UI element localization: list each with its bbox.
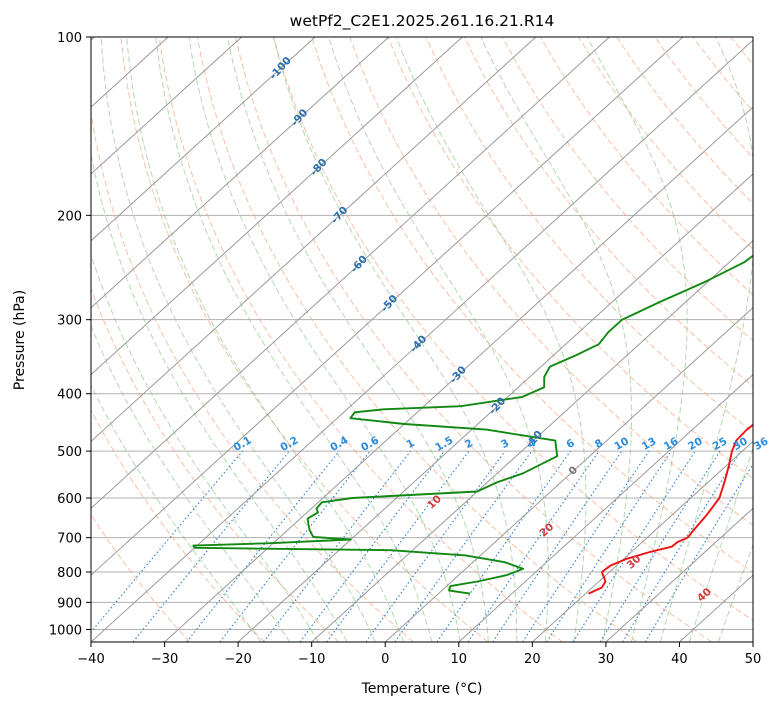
x-tick-label: 0 <box>381 652 389 667</box>
moist-adiabat-line <box>91 152 348 642</box>
x-axis-title: Temperature (°C) <box>361 681 483 697</box>
isotherm-line <box>91 39 753 642</box>
moist-adiabat-line <box>155 37 433 642</box>
isotherm-line <box>311 240 753 642</box>
isotherm-line <box>531 440 753 642</box>
moist-adiabat-line <box>586 37 688 642</box>
chart-title: wetPf2_C2E1.2025.261.16.21.R14 <box>290 12 555 31</box>
y-tick-label: 800 <box>57 566 82 581</box>
x-tick-label: 30 <box>598 652 615 667</box>
moist-adiabat-line <box>91 383 262 642</box>
dry-adiabat-line <box>158 37 563 642</box>
background-lines <box>91 37 753 642</box>
y-tick-label: 1000 <box>49 623 82 638</box>
mixing-ratio-line <box>492 450 623 642</box>
isotherm-line <box>91 37 390 309</box>
moist-adiabat-line <box>480 37 632 642</box>
moist-adiabat-line <box>227 37 489 642</box>
mixing-ratio-line <box>467 450 600 642</box>
moist-adiabat-line <box>659 37 753 642</box>
x-tick-label: 50 <box>745 652 762 667</box>
y-tick-label: 400 <box>57 388 82 403</box>
isotherm-line <box>458 373 753 642</box>
moist-adiabat-line <box>188 37 461 642</box>
mixing-ratio-line <box>132 450 290 642</box>
x-axis: −40 −30 −20 −10 0 10 20 30 40 50 <box>77 642 761 667</box>
y-tick-label: 300 <box>57 314 82 329</box>
moist-adiabat-line <box>328 37 549 642</box>
isotherm-line <box>91 37 463 376</box>
dry-adiabat-line <box>273 37 753 621</box>
dry-adiabat-line <box>387 37 753 480</box>
dry-adiabat-line <box>91 408 265 642</box>
y-tick-label: 500 <box>57 445 82 460</box>
dry-adiabat-line <box>425 37 753 433</box>
mixing-ratio-line <box>91 450 244 633</box>
dry-adiabat-line <box>120 37 489 642</box>
y-tick-label: 600 <box>57 492 82 507</box>
x-tick-label: 40 <box>671 652 688 667</box>
isotherm-line <box>605 507 753 642</box>
temperature-profile-line <box>588 423 753 595</box>
mixing-ratio-line <box>365 450 506 642</box>
mixing-ratio-line <box>644 463 753 642</box>
mixing-ratio-line <box>436 450 572 642</box>
dry-adiabat-line <box>501 37 753 342</box>
mixing-ratio-line <box>546 450 672 642</box>
moist-adiabat-line <box>91 252 319 642</box>
isotherm-line <box>91 37 242 175</box>
mixing-ratio-line <box>326 450 470 642</box>
dry-adiabat-line <box>91 513 190 642</box>
dry-adiabat-line <box>196 37 638 642</box>
isotherm-line <box>384 306 753 642</box>
y-axis: 100 200 300 400 500 600 700 800 900 1000 <box>49 31 91 638</box>
x-tick-label: −40 <box>77 652 104 667</box>
dewpoint-profile-line <box>192 254 753 595</box>
dry-adiabat-line <box>311 37 753 574</box>
isotherm-line <box>237 173 753 642</box>
series-layer <box>192 254 753 595</box>
x-tick-label: 20 <box>524 652 541 667</box>
isotherm-line <box>91 37 537 443</box>
moist-adiabat-line <box>126 37 405 642</box>
isotherm-line <box>164 106 753 642</box>
mixing-ratio-line <box>622 450 741 642</box>
plot-frame <box>90 36 754 643</box>
x-tick-label: −10 <box>298 652 325 667</box>
y-tick-label: 200 <box>57 209 82 224</box>
mixing-ratio-line <box>522 450 650 642</box>
isotherm-line <box>91 37 316 242</box>
isotherm-line <box>91 37 610 509</box>
y-axis-title: Pressure (hPa) <box>12 290 28 390</box>
moist-adiabat-line <box>688 447 753 642</box>
y-tick-label: 700 <box>57 532 82 547</box>
isotherm-line <box>91 37 684 576</box>
y-tick-label: 100 <box>57 31 82 46</box>
x-tick-label: 10 <box>451 652 468 667</box>
moist-adiabat-line <box>395 37 587 642</box>
dry-adiabat-line <box>539 37 753 296</box>
moist-adiabat-line <box>717 543 753 642</box>
y-tick-label: 900 <box>57 596 82 611</box>
x-tick-label: −30 <box>151 652 178 667</box>
moist-adiabat-line <box>91 324 291 642</box>
dry-adiabat-line <box>91 287 340 642</box>
mixing-ratio-line <box>572 450 696 642</box>
mixing-ratio-line <box>186 450 340 642</box>
x-tick-label: −20 <box>224 652 251 667</box>
